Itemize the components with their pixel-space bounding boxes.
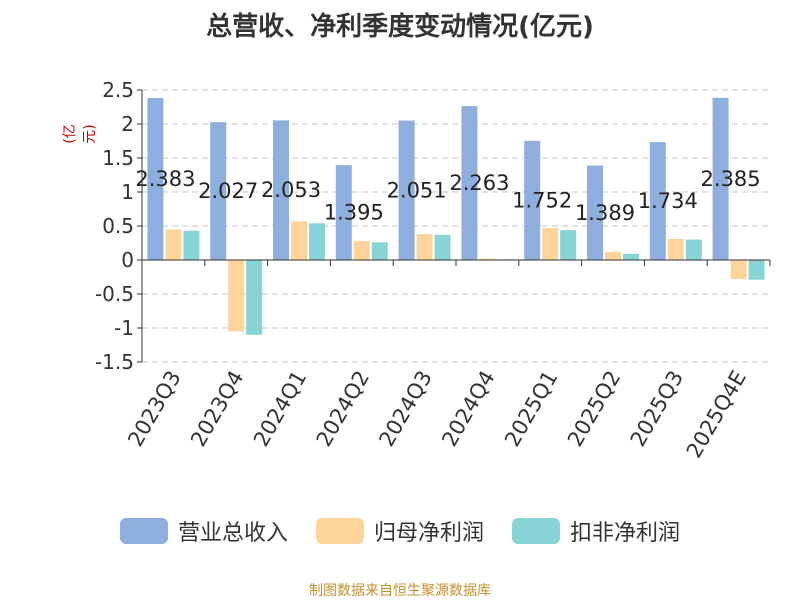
bar-2025Q2-series-2	[623, 253, 639, 260]
bar-2023Q4-series-1	[228, 260, 245, 332]
data-label-revenue: 1.752	[512, 188, 572, 212]
data-label-revenue: 2.053	[261, 178, 321, 202]
data-source-note: 制图数据来自恒生聚源数据库	[309, 583, 491, 599]
legend-label-adjusted-profit: 扣非净利润	[570, 521, 681, 546]
legend-item-adjusted-profit[interactable]: 扣非净利润	[512, 515, 680, 547]
data-label-revenue: 1.395	[324, 201, 384, 225]
x-tick-label: 2025Q2	[563, 367, 625, 451]
x-tick-label: 2024Q4	[437, 367, 499, 451]
bar-2025Q1-series-1	[542, 228, 559, 260]
y-tick-label: -0.5	[95, 282, 134, 306]
legend-item-revenue[interactable]: 营业总收入	[119, 515, 288, 547]
bar-2025Q2-series-0	[587, 165, 603, 260]
x-tick-label: 2023Q3	[123, 367, 185, 451]
data-label-revenue: 2.263	[449, 171, 509, 195]
x-tick-label: 2025Q4E	[682, 367, 751, 463]
bar-2025Q3-series-1	[667, 238, 684, 260]
data-label-revenue: 1.734	[638, 189, 698, 213]
x-tick-label: 2025Q3	[626, 367, 688, 451]
y-tick-label: -1	[114, 316, 134, 340]
y-tick-label: -1.5	[95, 350, 134, 374]
legend-label-revenue: 营业总收入	[177, 521, 288, 546]
y-tick-label: 1	[121, 180, 134, 204]
bar-2024Q3-series-2	[434, 234, 451, 260]
x-tick-label: 2024Q1	[249, 367, 311, 451]
legend-label-net-profit: 归母净利润	[373, 521, 484, 546]
bar-2023Q3-series-1	[165, 229, 182, 260]
bar-2024Q2-series-1	[353, 240, 370, 260]
legend-swatch-adjusted-profit	[512, 518, 560, 544]
chart-title: 总营收、净利季度变动情况(亿元)	[206, 12, 594, 42]
bar-2024Q2-series-0	[335, 165, 352, 260]
y-tick-label: 2.5	[102, 78, 134, 102]
y-axis-label: (亿元)	[62, 124, 98, 144]
bar-2024Q3-series-0	[398, 120, 415, 260]
bar-2024Q1-series-0	[273, 120, 289, 261]
x-tick-label: 2023Q4	[186, 367, 248, 451]
x-tick-label: 2024Q3	[374, 366, 436, 450]
bar-2024Q3-series-1	[416, 234, 433, 260]
bar-2025Q1-series-2	[560, 230, 577, 260]
bar-2024Q2-series-2	[371, 242, 388, 260]
bar-2025Q2-series-1	[605, 251, 621, 260]
bar-2024Q1-series-2	[309, 223, 325, 260]
y-tick-label: 1.5	[102, 146, 134, 170]
x-tick-label: 2025Q1	[500, 367, 562, 451]
bar-2024Q4-series-0	[461, 106, 478, 260]
bar-2025Q3-series-0	[649, 142, 666, 260]
bar-2025Q3-series-2	[685, 239, 702, 260]
data-label-revenue: 2.383	[135, 167, 195, 191]
legend-swatch-net-profit	[315, 518, 364, 544]
y-tick-label: 0.5	[102, 214, 134, 238]
bar-2025Q4E-series-0	[712, 97, 729, 260]
bar-2024Q1-series-1	[291, 221, 307, 260]
data-label-revenue: 2.385	[701, 167, 761, 191]
legend-item-net-profit[interactable]: 归母净利润	[315, 515, 484, 547]
data-label-revenue: 1.389	[575, 201, 635, 225]
bar-2023Q3-series-0	[147, 97, 164, 261]
bar-2023Q4-series-0	[210, 122, 227, 260]
bar-2024Q4-series-1	[479, 258, 496, 260]
bar-2025Q4E-series-2	[748, 260, 765, 280]
bar-2025Q4E-series-1	[730, 260, 747, 280]
legend-swatch-revenue	[119, 518, 168, 544]
y-tick-label: 0	[121, 248, 134, 272]
legend: 营业总收入 归母净利润 扣非净利润	[0, 515, 800, 547]
bar-2023Q4-series-2	[246, 260, 263, 335]
data-label-revenue: 2.027	[198, 179, 258, 203]
x-tick-label: 2024Q2	[312, 367, 374, 451]
data-label-revenue: 2.051	[387, 178, 447, 202]
y-tick-label: 2	[121, 112, 134, 136]
bar-2023Q3-series-2	[183, 230, 200, 260]
bar-2025Q1-series-0	[524, 140, 541, 260]
